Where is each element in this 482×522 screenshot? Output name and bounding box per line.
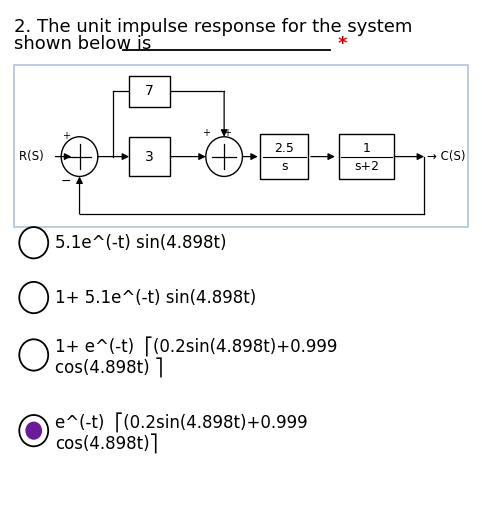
Text: 5.1e^(-t) sin(4.898t): 5.1e^(-t) sin(4.898t) xyxy=(55,234,227,252)
FancyBboxPatch shape xyxy=(260,135,308,179)
FancyBboxPatch shape xyxy=(129,76,170,107)
Circle shape xyxy=(26,422,42,440)
Circle shape xyxy=(206,137,242,176)
FancyBboxPatch shape xyxy=(129,137,170,176)
Text: 2.5: 2.5 xyxy=(274,142,295,155)
Text: e^(-t)  ⎡(0.2sin(4.898t)+0.999: e^(-t) ⎡(0.2sin(4.898t)+0.999 xyxy=(55,413,308,433)
FancyBboxPatch shape xyxy=(14,65,468,227)
Text: cos(4.898t)⎤: cos(4.898t)⎤ xyxy=(55,434,159,454)
Circle shape xyxy=(19,282,48,313)
Text: 3: 3 xyxy=(145,150,154,163)
Text: → C(S): → C(S) xyxy=(427,150,465,163)
Text: cos(4.898t) ⎤: cos(4.898t) ⎤ xyxy=(55,358,164,378)
Circle shape xyxy=(19,339,48,371)
Text: shown below is: shown below is xyxy=(14,35,152,53)
Text: *: * xyxy=(337,35,347,53)
Text: R(S): R(S) xyxy=(19,150,48,163)
Circle shape xyxy=(19,227,48,258)
Text: −: − xyxy=(61,175,71,188)
Text: s+2: s+2 xyxy=(354,160,379,173)
Text: +: + xyxy=(202,128,210,138)
Text: 7: 7 xyxy=(145,85,154,98)
Text: 1+ e^(-t)  ⎡(0.2sin(4.898t)+0.999: 1+ e^(-t) ⎡(0.2sin(4.898t)+0.999 xyxy=(55,337,338,357)
Text: s: s xyxy=(281,160,288,173)
Text: +: + xyxy=(62,130,70,141)
Text: 1: 1 xyxy=(362,142,370,155)
Circle shape xyxy=(61,137,98,176)
Text: 1+ 5.1e^(-t) sin(4.898t): 1+ 5.1e^(-t) sin(4.898t) xyxy=(55,289,257,306)
FancyBboxPatch shape xyxy=(338,135,394,179)
Text: +: + xyxy=(223,128,230,138)
Text: 2. The unit impulse response for the system: 2. The unit impulse response for the sys… xyxy=(14,18,413,36)
Circle shape xyxy=(19,415,48,446)
